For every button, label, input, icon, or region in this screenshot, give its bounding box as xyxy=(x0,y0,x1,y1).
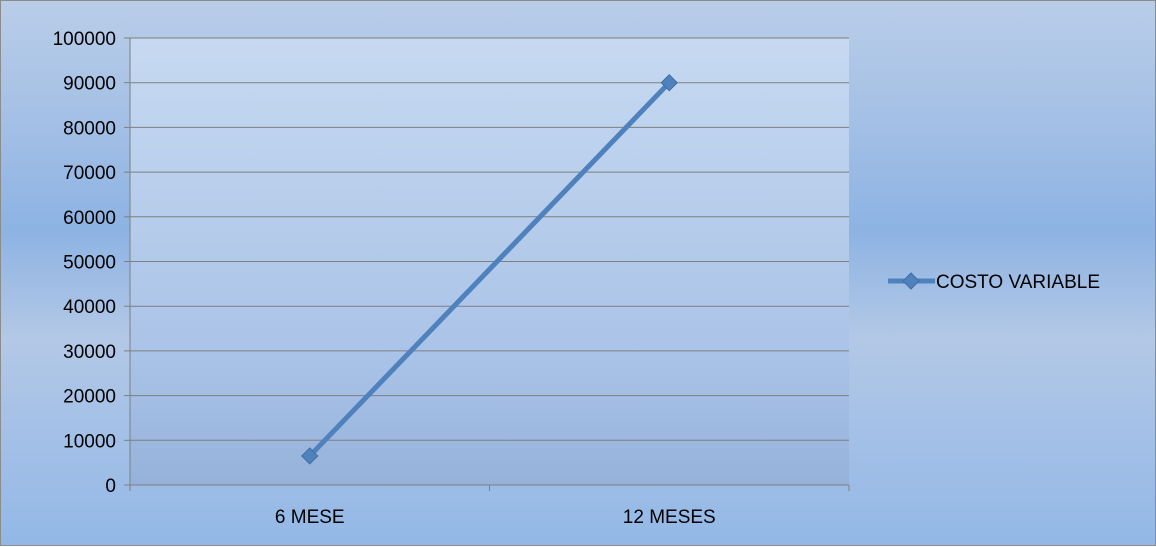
data-point-0-1 xyxy=(660,73,678,92)
y-tick-label-10: 100000 xyxy=(53,29,116,50)
y-tick-label-6: 60000 xyxy=(63,208,116,229)
y-tick-label-1: 10000 xyxy=(63,431,116,452)
series-line-0 xyxy=(307,80,672,458)
x-tick-label-1: 12 MESES xyxy=(623,507,716,528)
y-tick-label-7: 70000 xyxy=(63,163,116,184)
y-tick-label-9: 90000 xyxy=(63,74,116,95)
x-tick-label-0: 6 MESE xyxy=(275,507,345,528)
y-tick-label-2: 20000 xyxy=(63,387,116,408)
legend-marker-0 xyxy=(902,272,920,290)
series xyxy=(301,73,678,465)
y-tick-label-8: 80000 xyxy=(63,118,116,139)
y-tick-label-4: 40000 xyxy=(63,297,116,318)
data-point-0-0 xyxy=(301,447,319,465)
legend-label-0: COSTO VARIABLE xyxy=(936,272,1100,293)
y-tick-label-0: 0 xyxy=(105,476,116,497)
axes xyxy=(124,37,850,491)
tick-labels: 0 10000 20000 30000 40000 50000 60000 70000 8000… xyxy=(53,29,716,528)
legend: COSTO VARIABLE xyxy=(888,272,1100,293)
y-tick-label-5: 50000 xyxy=(63,253,116,274)
gridlines xyxy=(130,37,849,441)
y-tick-label-3: 30000 xyxy=(63,342,116,363)
